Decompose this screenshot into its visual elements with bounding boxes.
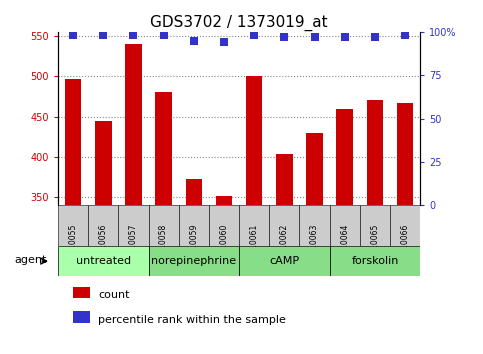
Text: GSM310065: GSM310065 — [370, 224, 380, 270]
Bar — [330, 205, 360, 246]
Text: GSM310058: GSM310058 — [159, 224, 168, 270]
Text: untreated: untreated — [76, 256, 131, 266]
Bar — [95, 121, 112, 205]
Text: count: count — [98, 290, 129, 301]
Point — [341, 34, 349, 40]
Point — [220, 39, 228, 45]
Text: percentile rank within the sample: percentile rank within the sample — [98, 315, 286, 325]
Bar — [65, 79, 81, 205]
Bar — [72, 311, 90, 323]
Bar — [239, 205, 270, 246]
Point — [250, 33, 258, 38]
Point — [311, 34, 318, 40]
Text: GSM310057: GSM310057 — [129, 224, 138, 270]
Point — [281, 34, 288, 40]
Bar — [58, 246, 149, 276]
Text: GSM310062: GSM310062 — [280, 224, 289, 270]
Bar — [209, 205, 239, 246]
Text: agent: agent — [14, 255, 47, 264]
Point — [401, 33, 409, 38]
Point — [99, 33, 107, 38]
Bar — [360, 205, 390, 246]
Bar — [246, 76, 262, 205]
Text: GSM310064: GSM310064 — [340, 224, 349, 270]
Point — [129, 33, 137, 38]
Bar — [390, 205, 420, 246]
Bar — [337, 109, 353, 205]
Text: GSM310056: GSM310056 — [99, 224, 108, 270]
Text: cAMP: cAMP — [270, 256, 299, 266]
Bar — [88, 205, 118, 246]
Bar — [125, 44, 142, 205]
Bar — [149, 246, 239, 276]
Point — [190, 38, 198, 44]
Title: GDS3702 / 1373019_at: GDS3702 / 1373019_at — [150, 14, 328, 30]
Bar — [156, 92, 172, 205]
Bar — [330, 246, 420, 276]
Point — [160, 33, 168, 38]
Bar — [118, 205, 149, 246]
Text: GSM310060: GSM310060 — [219, 224, 228, 270]
Bar — [276, 154, 293, 205]
Bar — [397, 103, 413, 205]
Bar — [149, 205, 179, 246]
Bar — [367, 101, 383, 205]
Bar — [179, 205, 209, 246]
Text: GSM310059: GSM310059 — [189, 224, 199, 270]
Text: GSM310063: GSM310063 — [310, 224, 319, 270]
Point — [69, 33, 77, 38]
Text: GSM310055: GSM310055 — [69, 224, 78, 270]
Bar — [306, 133, 323, 205]
Bar — [58, 205, 88, 246]
Text: GSM310066: GSM310066 — [400, 224, 410, 270]
Bar — [216, 196, 232, 205]
Bar — [270, 205, 299, 246]
Bar — [299, 205, 330, 246]
Bar — [239, 246, 330, 276]
Text: forskolin: forskolin — [351, 256, 398, 266]
Point — [371, 34, 379, 40]
Bar — [72, 286, 90, 298]
Text: GSM310061: GSM310061 — [250, 224, 259, 270]
Text: norepinephrine: norepinephrine — [151, 256, 236, 266]
Bar — [185, 179, 202, 205]
